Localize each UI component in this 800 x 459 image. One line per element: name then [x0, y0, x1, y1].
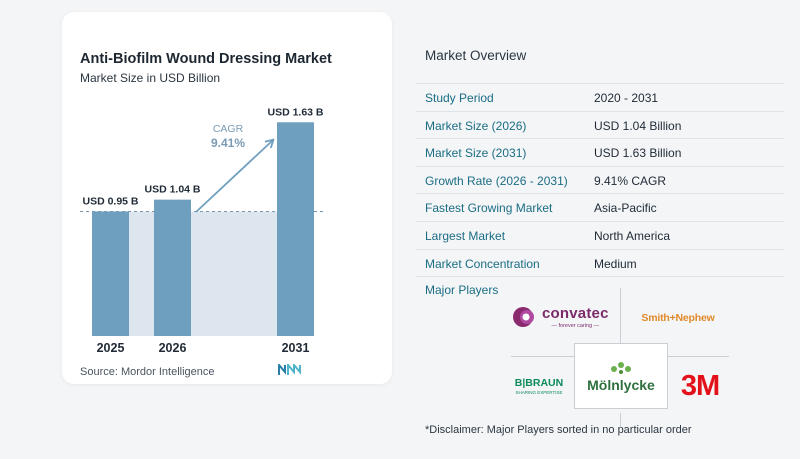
- x-tick-label: 2025: [97, 341, 125, 355]
- row-key: Growth Rate (2026 - 2031): [425, 173, 568, 188]
- overview-table: Study Period 2020 - 2031 Market Size (202…: [416, 83, 784, 278]
- chart-subtitle: Market Size in USD Billion: [80, 71, 221, 85]
- mordor-logo-icon: [278, 364, 301, 375]
- row-key: Largest Market: [425, 228, 506, 243]
- convatec-tagline: — forever caring —: [551, 323, 600, 329]
- convatec-wordmark: convatec: [542, 305, 609, 322]
- bbraun-wordmark: B|BRAUN: [514, 377, 564, 389]
- smith-nephew-wordmark: Smith+Nephew: [641, 312, 715, 324]
- bar-value-label: USD 1.04 B: [144, 184, 200, 196]
- smith-nephew-logo: Smith+Nephew: [632, 308, 724, 328]
- molnlycke-icon: [611, 362, 631, 374]
- overview-title: Market Overview: [425, 48, 527, 63]
- convatec-icon: [513, 307, 534, 327]
- cagr-value: 9.41%: [211, 136, 245, 150]
- table-row: Fastest Growing Market Asia-Pacific: [416, 194, 784, 222]
- source-note: Source: Mordor Intelligence: [80, 366, 215, 378]
- row-value: Asia-Pacific: [594, 201, 657, 216]
- major-players-label: Major Players: [425, 283, 499, 297]
- 3m-wordmark: 3M: [680, 369, 720, 402]
- bar-value-label: USD 0.95 B: [82, 195, 138, 207]
- chart-title: Anti-Biofilm Wound Dressing Market: [80, 51, 332, 67]
- table-row: Market Size (2026) USD 1.04 Billion: [416, 112, 784, 140]
- table-row: Largest Market North America: [416, 222, 784, 250]
- table-row: Growth Rate (2026 - 2031) 9.41% CAGR: [416, 167, 784, 195]
- bar: [92, 211, 129, 336]
- row-key: Market Size (2031): [425, 146, 527, 161]
- players-grid-divider: [620, 288, 621, 346]
- bbraun-logo: B|BRAUN SHARING EXPERTISE: [510, 372, 568, 400]
- cagr-arrow: [195, 141, 272, 213]
- table-row: Study Period 2020 - 2031: [416, 83, 784, 112]
- row-key: Fastest Growing Market: [425, 201, 553, 216]
- row-value: 2020 - 2031: [594, 91, 659, 105]
- bar: [277, 122, 314, 337]
- row-key: Market Size (2026): [425, 118, 527, 133]
- row-value: Medium: [594, 256, 637, 271]
- bar: [154, 199, 191, 336]
- players-grid-divider: [620, 413, 621, 427]
- bar-chart: USD 0.95 B 2025 USD 1.04 B 2026 USD 1.63 B 20…: [80, 106, 326, 355]
- row-value: USD 1.63 Billion: [594, 146, 682, 161]
- molnlycke-logo: Mölnlycke: [574, 343, 668, 409]
- bbraun-tagline: SHARING EXPERTISE: [515, 390, 563, 395]
- table-row: Market Size (2031) USD 1.63 Billion: [416, 139, 784, 167]
- x-tick-label: 2031: [282, 341, 310, 355]
- molnlycke-wordmark: Mölnlycke: [587, 377, 655, 393]
- row-value: 9.41% CAGR: [594, 173, 667, 188]
- disclaimer: *Disclaimer: Major Players sorted in no …: [425, 424, 692, 436]
- table-row: Market Concentration Medium: [416, 250, 784, 278]
- row-key: Study Period: [425, 91, 494, 105]
- row-value: USD 1.04 Billion: [594, 118, 682, 133]
- row-value: North America: [594, 228, 671, 243]
- bar-value-label: USD 1.63 B: [267, 106, 323, 118]
- 3m-logo: 3M: [668, 368, 732, 404]
- row-key: Market Concentration: [425, 256, 540, 271]
- x-tick-label: 2026: [159, 341, 187, 355]
- cagr-label: CAGR: [213, 123, 244, 135]
- convatec-logo: convatec — forever caring —: [512, 300, 616, 334]
